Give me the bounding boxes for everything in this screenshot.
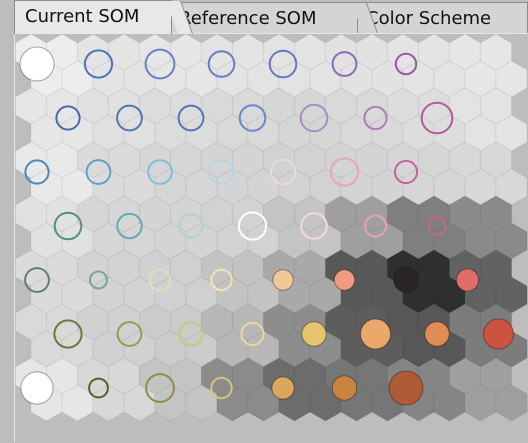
som-node[interactable] xyxy=(238,104,267,132)
som-node[interactable] xyxy=(300,212,328,240)
som-node[interactable] xyxy=(364,214,387,238)
som-node[interactable] xyxy=(329,157,360,187)
som-node[interactable] xyxy=(301,321,327,347)
som-node[interactable] xyxy=(268,49,298,79)
som-node[interactable] xyxy=(145,373,175,403)
som-node[interactable] xyxy=(147,159,173,185)
som-node[interactable] xyxy=(148,268,172,292)
som-node[interactable] xyxy=(178,321,204,347)
som-node[interactable] xyxy=(20,371,54,405)
som-node[interactable] xyxy=(483,318,514,350)
tab-color-scheme[interactable]: Color Scheme xyxy=(355,2,528,33)
som-panel xyxy=(14,33,528,442)
som-node[interactable] xyxy=(420,101,454,135)
tab-reference-som-label: Reference SOM xyxy=(179,8,317,29)
som-node[interactable] xyxy=(393,267,419,293)
som-node[interactable] xyxy=(272,269,294,291)
som-node[interactable] xyxy=(333,269,356,291)
som-node[interactable] xyxy=(178,213,204,239)
som-node[interactable] xyxy=(55,105,81,131)
som-node[interactable] xyxy=(177,104,205,132)
som-node[interactable] xyxy=(53,319,83,349)
som-node[interactable] xyxy=(388,370,424,406)
som-node[interactable] xyxy=(299,103,329,133)
som-node[interactable] xyxy=(269,158,297,186)
som-node[interactable] xyxy=(210,376,233,400)
tab-color-scheme-label: Color Scheme xyxy=(366,8,492,29)
som-node[interactable] xyxy=(210,268,233,292)
som-node[interactable] xyxy=(207,50,236,78)
som-node[interactable] xyxy=(116,104,143,132)
som-node[interactable] xyxy=(331,375,358,401)
som-node[interactable] xyxy=(19,46,55,82)
som-node[interactable] xyxy=(240,321,265,347)
som-node[interactable] xyxy=(363,105,388,131)
som-node[interactable] xyxy=(360,318,391,350)
som-map[interactable] xyxy=(15,34,528,443)
som-node[interactable] xyxy=(271,376,295,400)
tab-current-som[interactable]: Current SOM xyxy=(14,0,194,34)
som-node[interactable] xyxy=(455,268,480,292)
som-node[interactable] xyxy=(424,321,450,347)
som-node[interactable] xyxy=(116,212,143,240)
som-node[interactable] xyxy=(393,159,419,185)
tab-reference-som[interactable]: Reference SOM xyxy=(168,2,378,33)
som-cell xyxy=(495,384,528,422)
som-node[interactable] xyxy=(331,51,358,77)
som-node[interactable] xyxy=(116,321,143,347)
som-node[interactable] xyxy=(394,52,418,76)
som-node[interactable] xyxy=(237,211,268,241)
som-node[interactable] xyxy=(144,48,176,80)
som-node[interactable] xyxy=(427,216,447,236)
som-node[interactable] xyxy=(89,270,108,290)
som-node[interactable] xyxy=(208,159,235,185)
som-node[interactable] xyxy=(24,159,50,185)
som-node[interactable] xyxy=(85,159,112,185)
tab-bar: Current SOM Reference SOM Color Scheme xyxy=(0,0,528,34)
som-node[interactable] xyxy=(53,211,83,241)
som-node[interactable] xyxy=(88,377,109,399)
som-node[interactable] xyxy=(83,49,114,79)
som-node[interactable] xyxy=(24,267,50,293)
tab-current-som-label: Current SOM xyxy=(25,6,140,27)
